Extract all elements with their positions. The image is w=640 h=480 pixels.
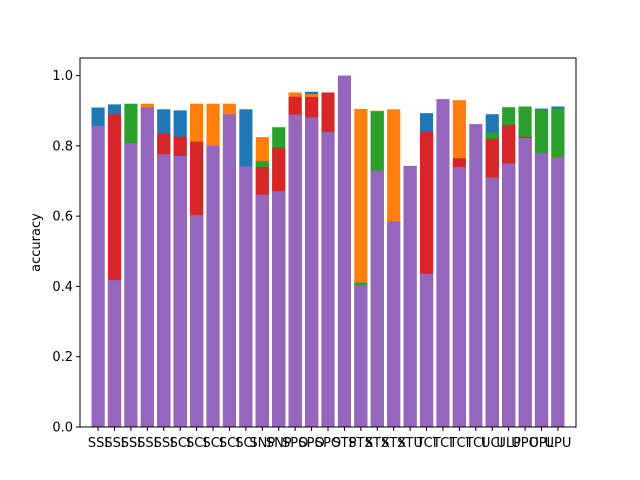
x-tick-label: UPL: [529, 436, 554, 451]
y-tick-label: 0.6: [52, 210, 73, 225]
bar-base: [157, 154, 171, 428]
bar-base: [452, 166, 466, 427]
x-tick-label: TCI: [465, 436, 486, 451]
bar-base: [469, 124, 483, 427]
x-axis: SSISSISSISSISSISCISCISCISCISCISNPSNPSPOS…: [88, 427, 571, 451]
x-tick-label: SCI: [235, 436, 256, 451]
bar-base: [354, 285, 368, 427]
bar-base: [239, 166, 253, 428]
x-tick-label: SCI: [186, 436, 207, 451]
x-tick-label: SCI: [170, 436, 191, 451]
x-tick-label: SSI: [121, 436, 141, 451]
bar-base: [419, 273, 434, 427]
bar-base: [321, 131, 335, 428]
y-tick-label: 0.2: [52, 350, 73, 365]
x-tick-label: STP: [332, 436, 356, 451]
bar-base: [190, 215, 204, 427]
bar-base: [222, 114, 237, 427]
bar-base: [534, 152, 549, 427]
x-tick-label: STX: [365, 436, 390, 451]
bar-base: [91, 125, 105, 427]
y-tick-label: 0.4: [52, 280, 73, 295]
bar-base: [518, 138, 532, 427]
bar-base: [551, 157, 565, 427]
bars-group: [91, 75, 565, 428]
bar-base: [502, 163, 516, 427]
x-tick-label: TCI: [415, 436, 436, 451]
plot-frame: [79, 57, 577, 428]
bar-base: [387, 221, 401, 427]
x-tick-label: ULP: [496, 436, 521, 451]
y-tick-label: 1.0: [52, 69, 73, 84]
bar-base: [485, 177, 499, 427]
x-tick-label: STX: [348, 436, 373, 451]
x-tick-label: SSI: [104, 436, 124, 451]
bar-base: [124, 143, 138, 428]
bar-base: [403, 166, 417, 428]
x-tick-label: UCI: [481, 436, 503, 451]
bar-base: [337, 75, 351, 427]
x-tick-label: UPU: [544, 436, 571, 451]
y-tick-label: 0.0: [52, 421, 73, 436]
x-tick-label: SSI: [154, 436, 174, 451]
bar-base: [206, 145, 220, 428]
x-tick-label: STX: [381, 436, 406, 451]
x-tick-label: STU: [397, 436, 423, 451]
bar-base: [173, 156, 187, 428]
x-tick-label: SNP: [249, 436, 275, 451]
bar-base: [305, 117, 319, 427]
bar-base: [370, 170, 384, 427]
x-tick-label: TCI: [448, 436, 469, 451]
x-tick-label: SPO: [282, 436, 308, 451]
bar-base: [288, 114, 302, 427]
x-tick-label: SCI: [219, 436, 240, 451]
x-tick-label: UPO: [511, 436, 539, 451]
bar-base: [436, 99, 450, 428]
bar-base: [140, 107, 154, 427]
x-tick-label: TCI: [432, 436, 453, 451]
x-tick-label: SSI: [137, 436, 157, 451]
x-tick-label: SPO: [298, 436, 324, 451]
bar-base: [272, 191, 286, 427]
bar-base: [255, 194, 269, 427]
y-tick-label: 0.8: [52, 139, 73, 154]
x-tick-label: SNP: [266, 436, 292, 451]
y-axis-label: accuracy: [29, 213, 44, 272]
x-tick-label: SPO: [315, 436, 341, 451]
x-tick-label: SCI: [202, 436, 223, 451]
y-axis: 0.0 0.2 0.4 0.6 0.8 1.0: [52, 69, 80, 436]
bar-base: [107, 280, 122, 427]
x-tick-label: SSI: [88, 436, 108, 451]
